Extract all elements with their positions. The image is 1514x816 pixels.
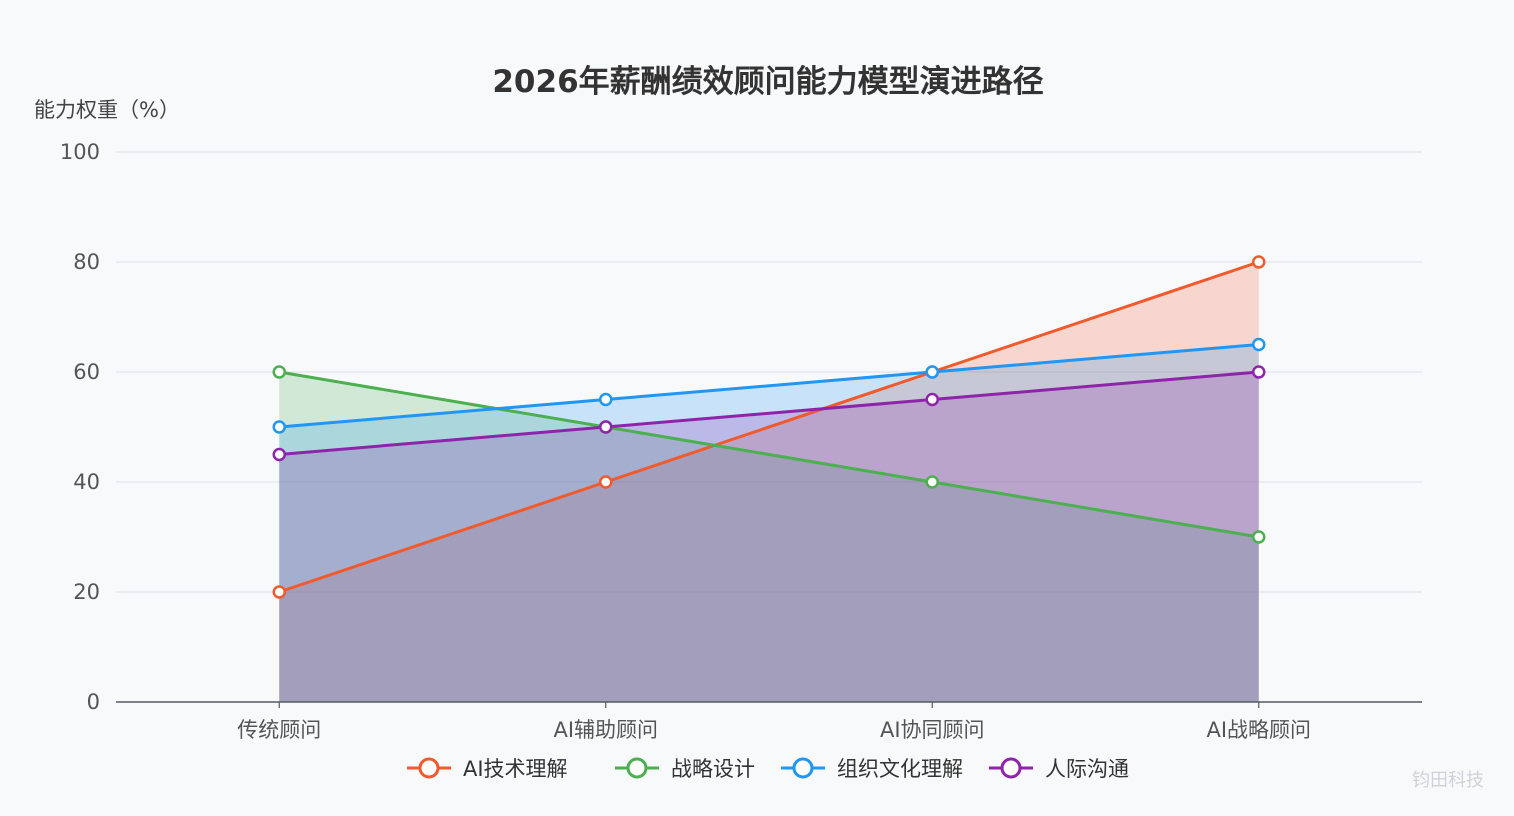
data-points	[272, 255, 1266, 599]
legend-item-4[interactable]: 人际沟通	[989, 757, 1129, 781]
chart-title: 2026年薪酬绩效顾问能力模型演进路径	[492, 64, 1043, 100]
series-4-line	[279, 370, 1259, 456]
series-3-point[interactable]	[1252, 337, 1266, 352]
series-3-point[interactable]	[925, 365, 939, 379]
series-1-point[interactable]	[272, 585, 286, 599]
series-4-area	[279, 372, 1259, 702]
series-1-line	[278, 260, 1260, 594]
watermark: 钧田科技	[1412, 770, 1484, 791]
legend-label: 战略设计	[671, 757, 755, 781]
legend-label: 人际沟通	[1045, 757, 1129, 781]
legend-marker-icon	[626, 757, 648, 779]
series-3-point[interactable]	[272, 420, 286, 434]
axes: 0 20 40 60 80 100 传统顾问 AI辅助顾问 AI协同顾问 AI战略顾问	[60, 140, 1422, 742]
y-tick-label: 0	[87, 690, 100, 714]
series-1-point[interactable]	[1252, 255, 1266, 269]
legend: AI技术理解 战略设计 组织文化理解 人际沟通	[407, 757, 1129, 781]
legend-label: AI技术理解	[463, 757, 568, 781]
series-2-line	[279, 370, 1259, 539]
legend-marker-icon	[1000, 757, 1022, 779]
x-tick-label: 传统顾问	[237, 718, 321, 742]
y-axis-label: 能力权重（%）	[34, 98, 180, 122]
series-4-point[interactable]	[272, 447, 286, 462]
series-3-point[interactable]	[599, 392, 613, 407]
x-tick-label: AI协同顾问	[880, 718, 985, 742]
series-2-point[interactable]	[925, 475, 939, 489]
legend-item-1[interactable]: AI技术理解	[407, 757, 568, 781]
x-tick-label: AI辅助顾问	[553, 718, 658, 742]
series-2-area	[279, 372, 1259, 702]
y-tick-label: 60	[73, 360, 100, 384]
series-1-area	[279, 262, 1259, 702]
y-tick-label: 100	[60, 140, 100, 164]
series-3-line	[279, 343, 1259, 429]
series-1-point[interactable]	[599, 475, 613, 489]
y-tick-label: 20	[73, 580, 100, 604]
legend-item-2[interactable]: 战略设计	[615, 757, 755, 781]
legend-item-3[interactable]: 组织文化理解	[781, 757, 963, 781]
legend-label: 组织文化理解	[837, 757, 963, 781]
series-4-point[interactable]	[1252, 365, 1266, 379]
series-2-point[interactable]	[1252, 530, 1266, 544]
x-tick-label: AI战略顾问	[1206, 718, 1311, 742]
series-4-point[interactable]	[599, 420, 613, 434]
area-fills	[279, 262, 1259, 702]
series-lines	[278, 260, 1260, 594]
legend-marker-icon	[418, 757, 440, 779]
series-2-point[interactable]	[272, 365, 286, 379]
series-4-point[interactable]	[925, 392, 939, 407]
y-tick-label: 80	[73, 250, 100, 274]
y-tick-label: 40	[73, 470, 100, 494]
legend-marker-icon	[792, 757, 814, 779]
grid-lines	[116, 151, 1422, 593]
